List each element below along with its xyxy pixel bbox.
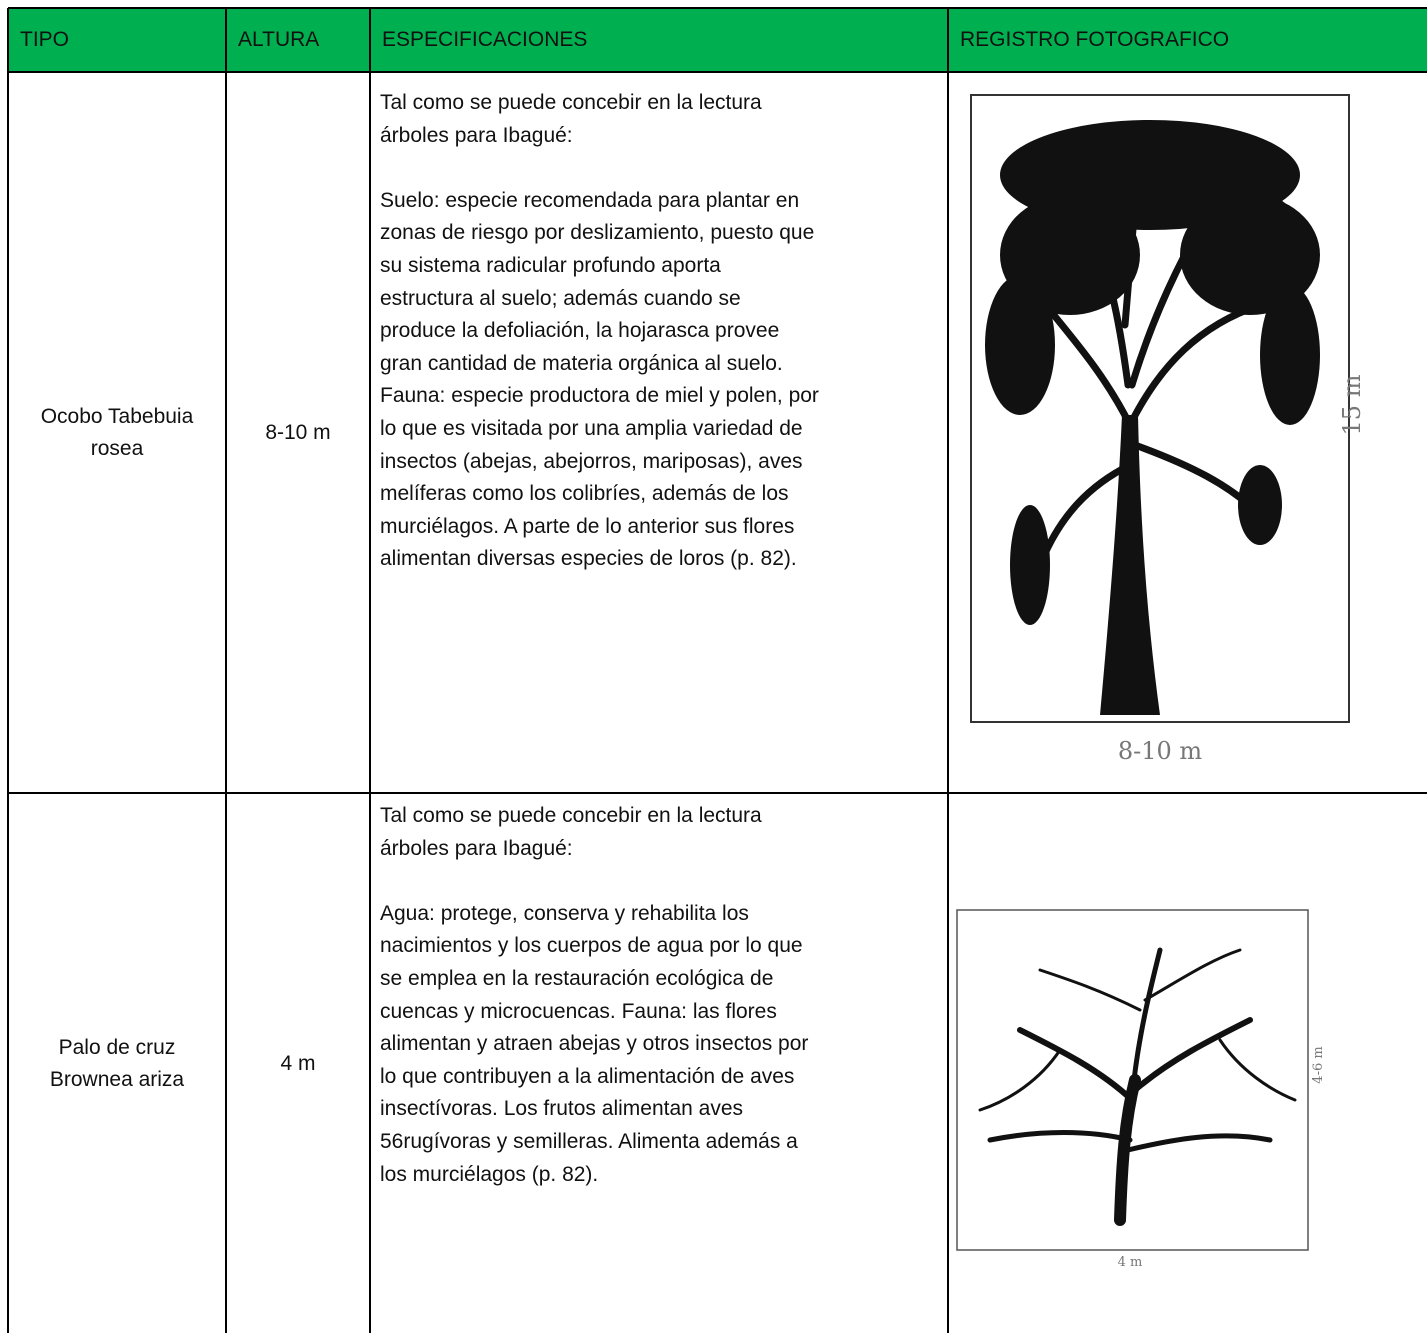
- text-line: se emplea en la restauración ecológica d…: [380, 966, 774, 990]
- text-line: su sistema radicular profundo aporta: [380, 253, 721, 277]
- tree-image: 4-6 m 4 m: [956, 909, 1326, 1270]
- text-line: insectos (abejas, abejorros, mariposas),…: [380, 449, 803, 473]
- text-line: Tal como se puede concebir en la lectura: [380, 804, 762, 827]
- cell-especificaciones: Tal como se puede concebir en la lectura…: [380, 87, 940, 609]
- border: [8, 792, 1427, 794]
- text-line: lo que es visitada por una amplia varied…: [380, 416, 803, 440]
- text-line: nacimientos y los cuerpos de agua por lo…: [380, 934, 803, 958]
- text-line: estructura al suelo; además cuando se: [380, 286, 741, 310]
- text-line: gran cantidad de materia orgánica al sue…: [380, 351, 783, 375]
- header-cell: ESPECIFICACIONES: [382, 28, 588, 51]
- border: [7, 8, 9, 1333]
- image-label: 8-10 m: [1118, 737, 1203, 765]
- altura-text: 4 m: [280, 1051, 316, 1075]
- paragraph: Suelo: especie recomendada para plantar …: [380, 185, 940, 576]
- border: [8, 71, 1427, 73]
- text-line: lo que contribuyen a la alimentación de …: [380, 1064, 795, 1088]
- paragraph: Tal como se puede concebir en la lectura…: [380, 800, 940, 865]
- header-row: [8, 8, 1427, 72]
- text-line: cuencas y microcuencas. Fauna: las flore…: [380, 999, 777, 1023]
- header-cell: TIPO: [20, 28, 70, 51]
- altura-text: 8-10 m: [265, 421, 331, 444]
- cell-especificaciones: Tal como se puede concebir en la lectura…: [380, 800, 940, 1224]
- header-cell: ALTURA: [238, 28, 320, 51]
- text-line: árboles para Ibagué:: [380, 836, 573, 860]
- border: [947, 8, 949, 1333]
- text-line: Agua: protege, conserva y rehabilita los: [380, 901, 749, 925]
- image-label: 4-6 m: [1311, 1046, 1326, 1083]
- border: [225, 8, 227, 1333]
- cell-tipo: Palo de cruz Brownea ariza: [9, 794, 225, 1333]
- text-line: Fauna: especie productora de miel y pole…: [380, 384, 819, 408]
- text-line: Suelo: especie recomendada para plantar …: [380, 188, 800, 212]
- text-line: 56rugívoras y semilleras. Alimenta ademá…: [380, 1129, 798, 1153]
- text-line: zonas de riesgo por deslizamiento, puest…: [380, 221, 815, 245]
- paragraph: Tal como se puede concebir en la lectura…: [380, 87, 940, 152]
- border: [369, 8, 371, 1333]
- cell-altura: 8-10 m: [227, 73, 369, 793]
- text-line: alimentan diversas especies de loros (p.…: [380, 547, 797, 571]
- image-label: 15 m: [1338, 374, 1366, 435]
- text-line: Tal como se puede concebir en la lectura: [380, 91, 762, 114]
- text-line: insectívoras. Los frutos alimentan aves: [380, 1097, 744, 1121]
- border: [8, 7, 1427, 9]
- text-line: produce la defoliación, la hojarasca pro…: [380, 319, 780, 343]
- header-cell: REGISTRO FOTOGRAFICO: [960, 28, 1230, 51]
- text-line: los murciélagos (p. 82).: [380, 1162, 599, 1186]
- tipo-text: Palo de cruz Brownea ariza: [49, 1035, 185, 1091]
- text-line: murciélagos. A parte de lo anterior sus …: [380, 514, 795, 538]
- tipo-text: Ocobo Tabebuia rosea: [40, 405, 194, 460]
- text-line: árboles para Ibagué:: [380, 123, 573, 147]
- cell-altura: 4 m: [227, 794, 369, 1333]
- paragraph: Agua: protege, conserva y rehabilita los…: [380, 898, 940, 1191]
- cell-tipo: Ocobo Tabebuia rosea: [9, 73, 225, 793]
- text-line: melíferas como los colibríes, además de …: [380, 482, 789, 506]
- text-line: alimentan y atraen abejas y otros insect…: [380, 1032, 809, 1056]
- tree-image: 15 m 8-10 m: [970, 94, 1366, 765]
- image-label: 4 m: [1118, 1255, 1143, 1270]
